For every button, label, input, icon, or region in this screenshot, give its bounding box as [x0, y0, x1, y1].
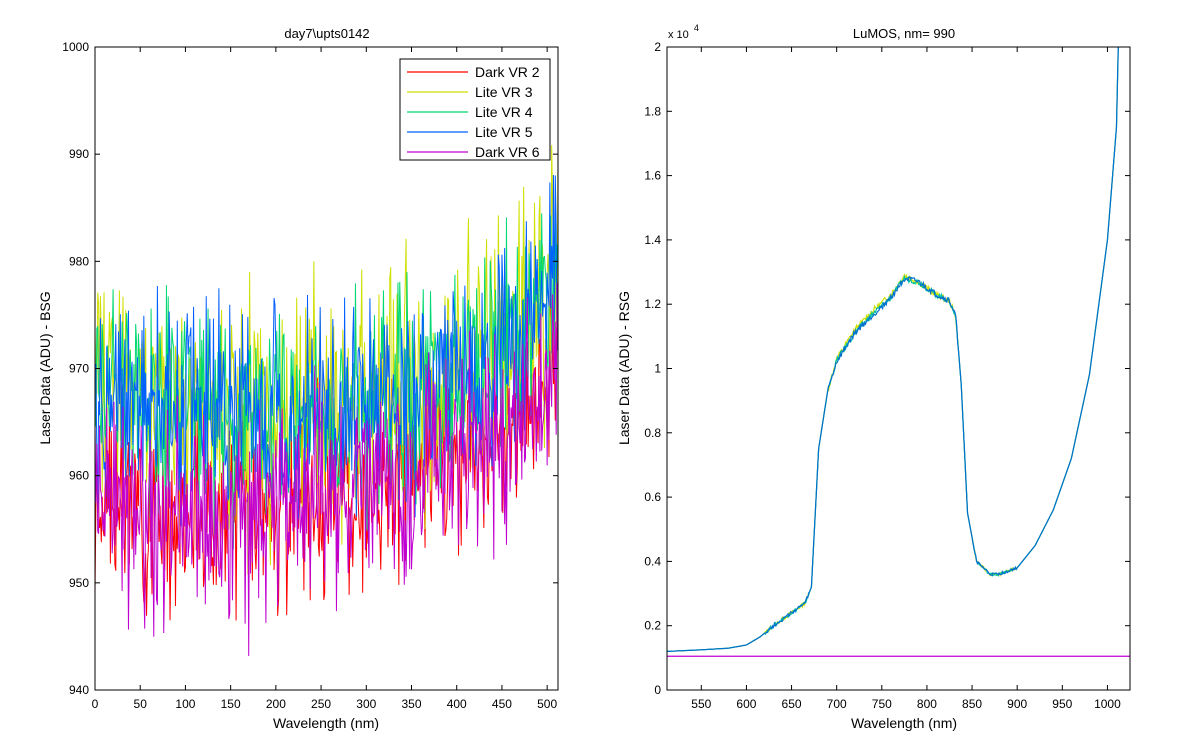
- right-y-tick-label: 1: [654, 362, 661, 376]
- right-x-axis-label: Wavelength (nm): [851, 715, 957, 731]
- left-x-tick-label: 350: [401, 697, 421, 711]
- y-multiplier-label: x 10 4: [668, 23, 699, 41]
- right-x-tick-label: 650: [782, 697, 802, 711]
- left-x-tick-label: 500: [537, 697, 557, 711]
- legend-box: [399, 58, 551, 161]
- left-x-tick-label: 150: [221, 697, 241, 711]
- right-y-tick-label: 0.8: [644, 426, 661, 440]
- right-x-tick-label: 1000: [1094, 697, 1121, 711]
- left-y-tick-label: 1000: [62, 40, 89, 54]
- left-y-tick-label: 980: [69, 254, 89, 268]
- left-axis-ticks: 0 50 100 150 200 250 300 350 400 450 500 940 950 960 9…: [62, 40, 558, 711]
- right-y-axis-label: Laser Data (ADU) - RSG: [616, 291, 632, 445]
- right-x-tick-label: 950: [1052, 697, 1072, 711]
- left-x-axis-label: Wavelength (nm): [273, 715, 379, 731]
- right-y-tick-label: 1.8: [644, 104, 661, 118]
- left-series-group: [94, 145, 559, 656]
- legend-label: Lite VR 3: [475, 84, 533, 100]
- left-x-tick-label: 100: [175, 697, 195, 711]
- legend-label: Lite VR 4: [475, 104, 533, 120]
- legend-label: Dark VR 6: [475, 144, 540, 160]
- left-y-tick-label: 960: [69, 469, 89, 483]
- left-y-tick-label: 940: [69, 683, 89, 697]
- legend-items: Dark VR 2 Lite VR 3 Lite VR 4 Lite VR 5 Dark…: [407, 64, 540, 160]
- left-y-tick-label: 990: [69, 147, 89, 161]
- right-y-tick-label: 0.2: [644, 619, 661, 633]
- y-multiplier-base: x 10: [668, 29, 689, 41]
- left-x-tick-label: 200: [266, 697, 286, 711]
- right-y-tick-label: 0.6: [644, 490, 661, 504]
- right-x-tick-label: 750: [872, 697, 892, 711]
- series-line-lite-vr-3: [94, 145, 559, 575]
- right-x-tick-label: 700: [827, 697, 847, 711]
- right-chart-panel: LuMOS, nm= 990 550 600 650 700 750 800 850 900 9…: [616, 23, 1131, 731]
- legend: Dark VR 2 Lite VR 3 Lite VR 4 Lite VR 5 Dark…: [399, 58, 551, 161]
- right-axis-ticks: 550 600 650 700 750 800 850 900 950 1000 0 0.2 0.4 0.…: [644, 40, 1130, 711]
- left-y-axis-label: Laser Data (ADU) - BSG: [37, 291, 53, 444]
- right-x-tick-label: 800: [917, 697, 937, 711]
- right-series-group: [666, 46, 1130, 657]
- right-y-tick-label: 1.2: [644, 297, 661, 311]
- right-chart-title: LuMOS, nm= 990: [853, 26, 955, 41]
- legend-label: Dark VR 2: [475, 64, 540, 80]
- legend-label: Lite VR 5: [475, 124, 533, 140]
- left-x-tick-label: 300: [356, 697, 376, 711]
- right-plot-area: [667, 47, 1130, 690]
- series-line-dark-vr-6: [94, 283, 559, 656]
- left-y-tick-label: 950: [69, 576, 89, 590]
- right-y-tick-label: 1.6: [644, 169, 661, 183]
- left-y-tick-label: 970: [69, 362, 89, 376]
- right-y-tick-label: 0: [654, 683, 661, 697]
- right-series-line: [666, 46, 1119, 653]
- left-chart-title: day7\upts0142: [284, 26, 369, 41]
- right-y-tick-label: 2: [654, 40, 661, 54]
- right-y-tick-label: 0.4: [644, 554, 661, 568]
- left-x-tick-label: 400: [447, 697, 467, 711]
- right-x-tick-label: 900: [1007, 697, 1027, 711]
- right-x-tick-label: 600: [736, 697, 756, 711]
- right-x-tick-label: 550: [691, 697, 711, 711]
- right-y-tick-label: 1.4: [644, 233, 661, 247]
- y-multiplier-exponent: 4: [694, 23, 699, 33]
- left-x-tick-label: 0: [92, 697, 99, 711]
- left-x-tick-label: 450: [492, 697, 512, 711]
- right-x-tick-label: 850: [962, 697, 982, 711]
- left-x-tick-label: 50: [134, 697, 148, 711]
- left-chart-panel: day7\upts0142 0 50 100 150 200 250 300 350 400 45…: [37, 26, 559, 731]
- left-x-tick-label: 250: [311, 697, 331, 711]
